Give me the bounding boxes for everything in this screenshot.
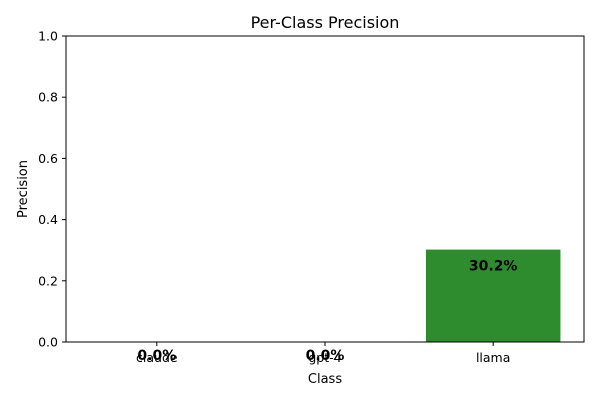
data-label-llama: 30.2%	[469, 259, 518, 275]
data-label-claude: 0.0%	[137, 348, 176, 364]
x-tick-label: llama	[476, 350, 510, 365]
y-tick-label: 0.6	[38, 151, 58, 166]
chart-title: Per-Class Precision	[251, 13, 400, 32]
x-tick-label: gpt-4	[308, 350, 341, 365]
y-tick-label: 0.0	[38, 335, 58, 350]
x-axis-ticks: claude gpt-4 llama	[136, 342, 510, 365]
plot-frame	[65, 35, 585, 343]
x-tick-label: claude	[136, 350, 178, 365]
x-axis-label: Class	[308, 372, 342, 387]
y-axis-label: Precision	[16, 160, 31, 218]
y-tick-label: 0.2	[38, 273, 58, 288]
bars-group	[425, 249, 561, 342]
y-tick-label: 0.8	[38, 90, 58, 105]
data-labels-group: 0.0% 0.0% 30.2%	[137, 259, 517, 364]
bar-llama	[425, 249, 561, 342]
y-tick-label: 1.0	[38, 29, 58, 44]
data-label-gpt-4: 0.0%	[306, 348, 345, 364]
y-tick-label: 0.4	[38, 212, 58, 227]
y-axis-ticks: 0.0 0.2 0.4 0.6 0.8 1.0	[38, 29, 66, 350]
